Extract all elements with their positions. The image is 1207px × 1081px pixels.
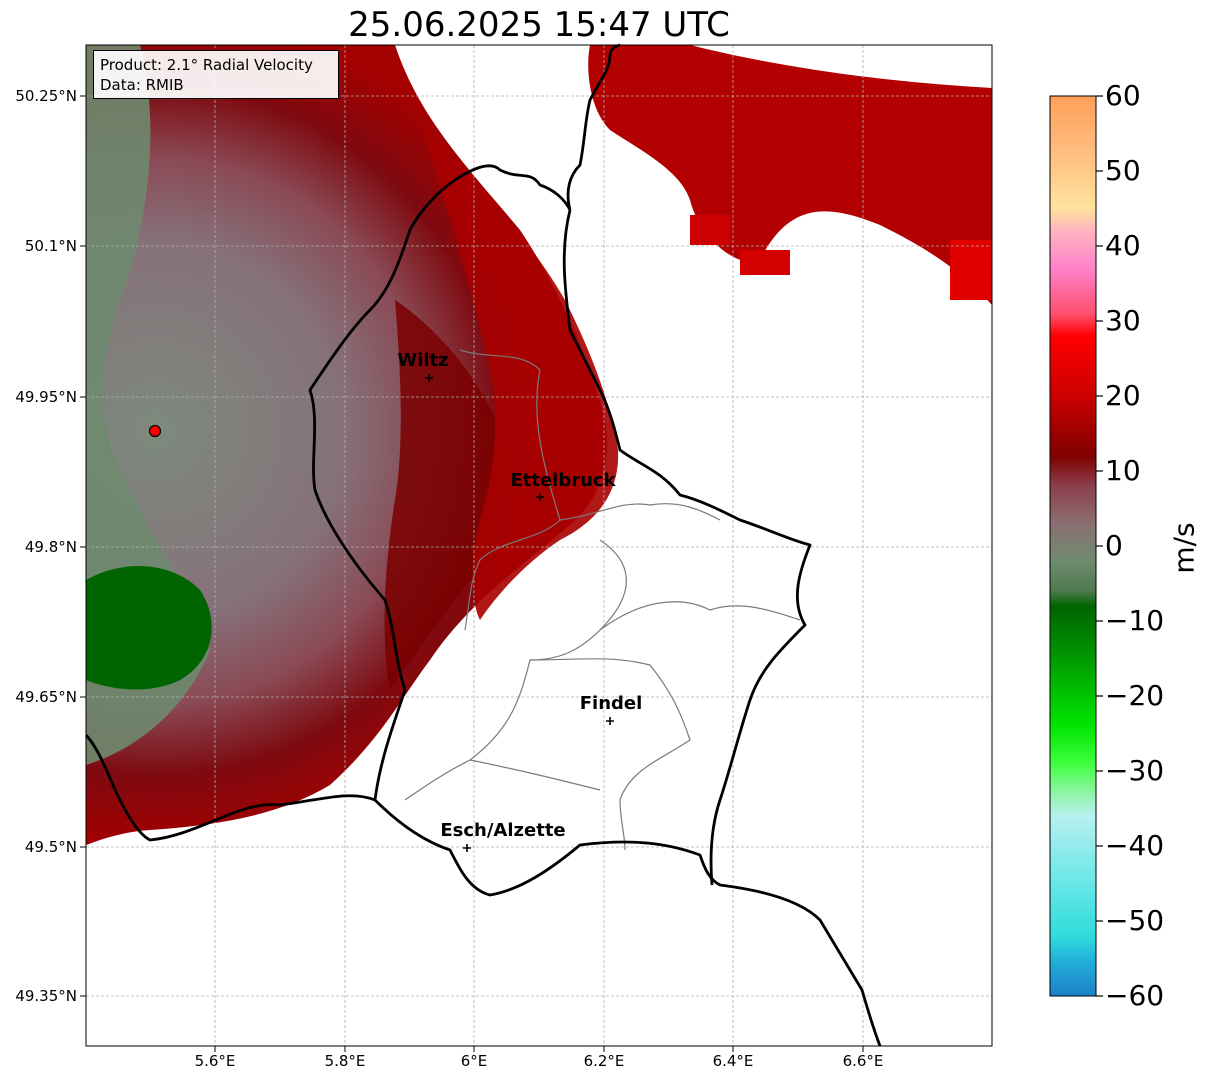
lat-label: 49.8°N: [24, 538, 77, 556]
lat-ticks: [80, 95, 86, 997]
city-label-esch: Esch/Alzette: [440, 820, 566, 841]
outbound-fringe: [420, 120, 619, 620]
country-borders: [84, 43, 882, 1047]
lon-label: 6°E: [460, 1052, 488, 1070]
lat-label: 49.95°N: [15, 388, 77, 406]
city-label-ettelbruck: Ettelbruck: [510, 470, 616, 491]
colorbar-tick-label: 0: [1105, 529, 1123, 562]
city-markers: [425, 374, 614, 852]
border-lux-east: [562, 209, 812, 886]
lat-label: 50.25°N: [15, 87, 77, 105]
colorbar-tick-label: 50: [1105, 154, 1141, 187]
lat-label: 50.1°N: [24, 237, 77, 255]
city-marker-esch: [463, 844, 471, 852]
border-west: [84, 734, 882, 1047]
inbound-core: [86, 566, 212, 690]
lat-label: 49.65°N: [15, 688, 77, 706]
city-label-wiltz: Wiltz: [397, 350, 449, 371]
city-marker-findel: [606, 717, 614, 725]
district-borders: [404, 349, 801, 851]
colorbar-tick-label: 20: [1105, 379, 1141, 412]
colorbar-tick-label: 10: [1105, 454, 1141, 487]
colorbar-tick-label: −60: [1105, 979, 1165, 1012]
radar-site-marker[interactable]: [148, 424, 162, 438]
lon-label: 5.6°E: [194, 1052, 236, 1070]
radar-echoes: [86, 45, 992, 845]
colorbar-tick-label: 40: [1105, 229, 1141, 262]
colorbar-tick-label: −50: [1105, 904, 1165, 937]
colorbar-tick-label: −40: [1105, 829, 1165, 862]
outbound-core: [384, 300, 506, 690]
colorbar-gradient: [1049, 95, 1097, 997]
radar-site[interactable]: [148, 424, 162, 438]
colorbar-tick-label: −30: [1105, 754, 1165, 787]
lon-ticks: [214, 1046, 864, 1052]
lat-label: 49.5°N: [24, 838, 77, 856]
colorbar-tick-label: 30: [1105, 304, 1141, 337]
city-label-findel: Findel: [579, 693, 643, 714]
lon-label: 5.8°E: [324, 1052, 366, 1070]
map-frame: [85, 44, 993, 1047]
product-label: Product: 2.1° Radial Velocity: [100, 56, 313, 74]
city-marker-wiltz: [425, 374, 433, 382]
storm-band-northeast: [588, 45, 992, 305]
lon-label: 6.4°E: [712, 1052, 754, 1070]
border-lux-north: [566, 43, 621, 211]
city-marker-ettelbruck: [536, 493, 544, 501]
data-source-label: Data: RMIB: [100, 76, 184, 94]
lon-label: 6.6°E: [842, 1052, 884, 1070]
lon-label: 6.2°E: [583, 1052, 625, 1070]
colorbar-tick-label: −20: [1105, 679, 1165, 712]
colorbar-tick-label: −10: [1105, 604, 1165, 637]
lat-label: 49.35°N: [15, 987, 77, 1005]
product-info-box: Product: 2.1° Radial Velocity Data: RMIB: [93, 50, 339, 99]
colorbar-unit-label: m/s: [1167, 522, 1201, 574]
colorbar-tick-label: 60: [1105, 79, 1141, 112]
border-lux-west: [308, 164, 572, 801]
colorbar: [1049, 95, 1103, 997]
page-title: 25.06.2025 15:47 UTC: [348, 5, 730, 45]
